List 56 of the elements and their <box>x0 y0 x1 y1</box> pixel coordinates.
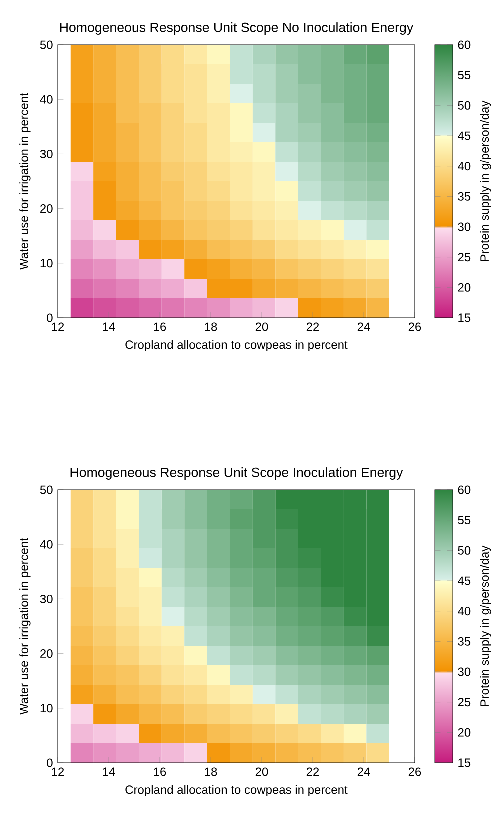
color-bar-label: 15 <box>458 314 471 322</box>
chart-title: Homogeneous Response Unit Scope No Inoculation Energy <box>60 22 414 35</box>
x-axis-title: Cropland allocation to cowpeas in percent <box>126 785 348 797</box>
x-tick-label: 12 <box>52 768 64 776</box>
y-tick-label: 30 <box>40 594 53 604</box>
x-tick-label: 24 <box>358 322 370 332</box>
color-bar-label: 60 <box>458 486 471 494</box>
color-bar-label: 15 <box>458 758 471 768</box>
color-bar-label: 20 <box>458 283 471 292</box>
x-tick-label: 18 <box>205 322 218 332</box>
color-bar-label: 55 <box>458 71 471 80</box>
color-bar-label: 25 <box>458 253 471 262</box>
color-bar-label: 55 <box>458 516 471 525</box>
y-tick-label: 50 <box>40 486 53 494</box>
y-tick-label: 50 <box>40 40 53 50</box>
x-tick-label: 26 <box>408 322 422 332</box>
color-bar-title: Protein supply in g/person/day <box>480 100 492 262</box>
x-tick-label: 26 <box>408 768 422 776</box>
x-tick-label: 20 <box>256 322 268 332</box>
color-bar-label: 50 <box>458 101 471 110</box>
y-tick-label: 30 <box>40 150 53 158</box>
y-tick-label: 40 <box>40 95 53 104</box>
color-bar-label: 35 <box>458 637 471 646</box>
y-axis-title: Water use for irrigation in percent <box>20 93 31 270</box>
y-tick-label: 40 <box>40 540 53 549</box>
x-tick-label: 22 <box>306 322 320 332</box>
x-tick-label: 12 <box>52 322 64 332</box>
color-bar-label: 45 <box>458 576 471 586</box>
y-tick-label: 0 <box>47 758 53 768</box>
x-tick-label: 16 <box>154 322 166 332</box>
x-tick-label: 18 <box>205 768 218 776</box>
color-bar-label: 20 <box>458 728 471 737</box>
y-tick-label: 20 <box>40 650 53 658</box>
color-bar-label: 45 <box>458 132 471 140</box>
color-bar-label: 30 <box>458 222 471 232</box>
color-bar-title: Protein supply in g/person/day <box>480 546 492 706</box>
color-bar-label: 40 <box>458 162 471 171</box>
x-tick-label: 14 <box>103 768 116 776</box>
x-tick-label: 16 <box>154 768 166 776</box>
chart-title: Homogeneous Response Unit Scope Inoculation Energy <box>70 468 404 480</box>
color-bar-label: 50 <box>458 546 471 555</box>
y-tick-label: 20 <box>40 204 53 214</box>
color-bar-label: 35 <box>458 192 471 201</box>
y-axis-title: Water use for irrigation in percent <box>20 538 31 715</box>
y-tick-label: 10 <box>40 259 53 268</box>
color-bar-label: 30 <box>458 668 471 676</box>
x-tick-label: 24 <box>358 768 370 776</box>
x-tick-label: 20 <box>256 768 268 776</box>
x-axis-title: Cropland allocation to cowpeas in percent <box>126 340 348 352</box>
y-tick-label: 0 <box>47 314 53 322</box>
x-tick-label: 14 <box>103 322 116 331</box>
color-bar-label: 60 <box>458 40 471 50</box>
x-tick-label: 22 <box>306 768 320 776</box>
y-tick-label: 10 <box>40 704 53 713</box>
color-bar-label: 25 <box>458 698 471 707</box>
color-bar-label: 40 <box>458 607 471 616</box>
